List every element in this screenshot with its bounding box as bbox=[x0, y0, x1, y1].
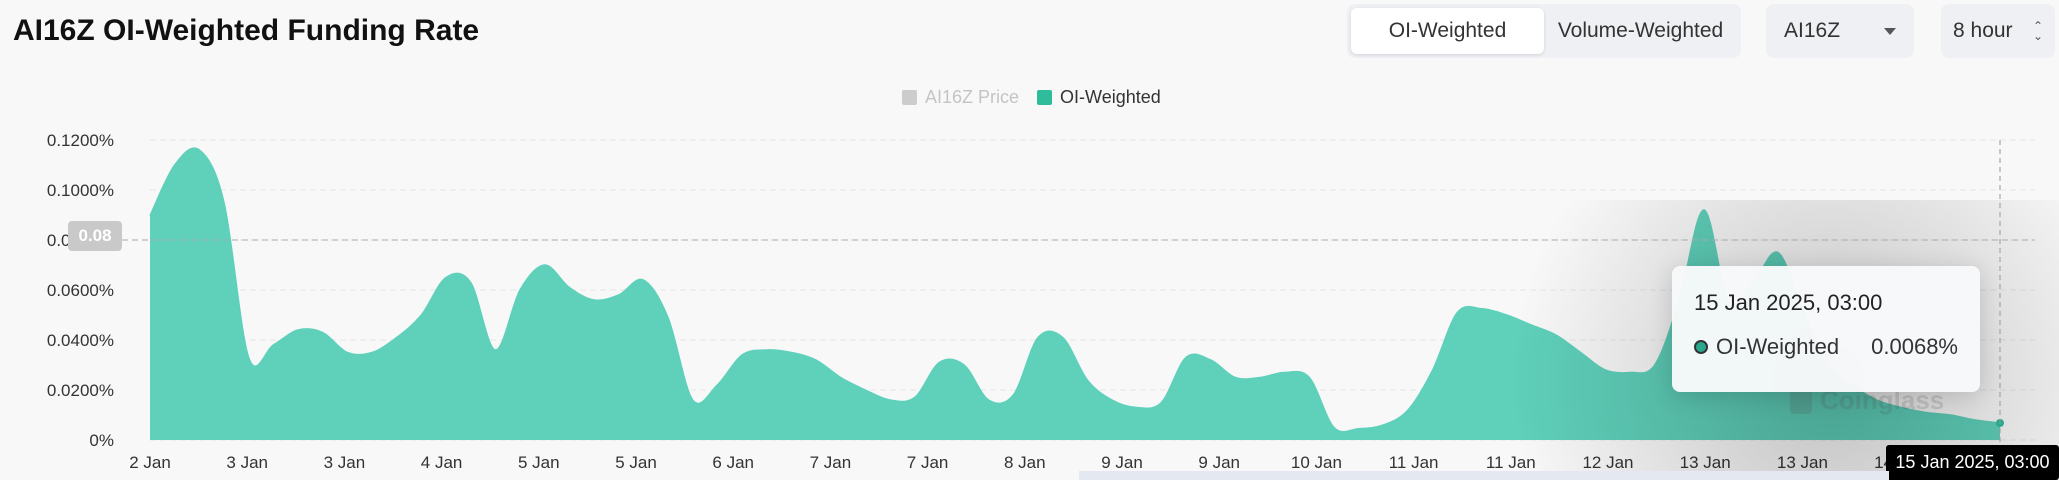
interval-select-value: 8 hour bbox=[1953, 19, 2013, 42]
x-tick-label: 5 Jan bbox=[518, 453, 560, 472]
legend-label-price: AI16Z Price bbox=[925, 87, 1020, 107]
legend-swatch-oi-weighted bbox=[1037, 90, 1053, 105]
page-title: AI16Z OI-Weighted Funding Rate bbox=[13, 14, 480, 47]
series-dot-icon bbox=[1694, 340, 1708, 354]
legend-swatch-price bbox=[902, 90, 917, 105]
tooltip-value: 0.0068% bbox=[1871, 334, 1958, 359]
updown-chevron-icon: ⌃ ⌄ bbox=[2032, 19, 2043, 43]
x-tick-label: 8 Jan bbox=[1004, 453, 1046, 472]
y-tick-label: 0% bbox=[89, 431, 114, 450]
range-scrollbar[interactable] bbox=[1079, 471, 1889, 480]
x-tick-label: 9 Jan bbox=[1198, 453, 1240, 472]
x-tick-label: 7 Jan bbox=[907, 453, 949, 472]
chevron-down-icon bbox=[1884, 27, 1896, 35]
x-tick-label: 13 Jan bbox=[1680, 453, 1731, 472]
tooltip-date: 15 Jan 2025, 03:00 bbox=[1694, 290, 1883, 315]
x-tick-label: 4 Jan bbox=[421, 453, 463, 472]
y-tick-label: 0.1000% bbox=[47, 181, 114, 200]
legend-item-price[interactable]: AI16Z Price bbox=[902, 87, 1019, 108]
tooltip-series: OI-Weighted bbox=[1716, 334, 1840, 359]
interval-select[interactable]: 8 hour ⌃ ⌄ bbox=[1941, 4, 2055, 58]
x-tick-label: 5 Jan bbox=[615, 453, 657, 472]
crosshair-x-label: 15 Jan 2025, 03:00 bbox=[1886, 445, 2059, 480]
y-tick-label: 0.0400% bbox=[47, 331, 114, 350]
y-tick-label: 0.0200% bbox=[47, 381, 114, 400]
volume-weighted-tab[interactable]: Volume-Weighted bbox=[1557, 19, 1724, 42]
x-tick-label: 13 Jan bbox=[1777, 453, 1828, 472]
oi-weighted-tab[interactable]: OI-Weighted bbox=[1351, 8, 1544, 54]
weighting-toggle: OI-Weighted Volume-Weighted bbox=[1347, 4, 1741, 58]
x-tick-label: 7 Jan bbox=[810, 453, 852, 472]
symbol-select-value: AI16Z bbox=[1784, 19, 1841, 42]
chart-tooltip: 15 Jan 2025, 03:00 OI-Weighted 0.0068% bbox=[1672, 266, 1980, 392]
x-tick-label: 11 Jan bbox=[1389, 453, 1439, 472]
y-tick-label: 0.0600% bbox=[47, 281, 114, 300]
x-tick-label: 3 Jan bbox=[226, 453, 268, 472]
x-tick-label: 3 Jan bbox=[324, 453, 366, 472]
symbol-select[interactable]: AI16Z bbox=[1766, 4, 1914, 58]
legend-label-oi-weighted: OI-Weighted bbox=[1060, 87, 1161, 107]
x-tick-label: 6 Jan bbox=[712, 453, 754, 472]
tooltip-row: OI-Weighted 0.0068% bbox=[1694, 334, 1958, 360]
chart-legend: AI16Z Price OI-Weighted bbox=[902, 87, 1161, 108]
y-tick-label: 0.1200% bbox=[47, 131, 114, 150]
x-tick-label: 10 Jan bbox=[1291, 453, 1342, 472]
x-tick-label: 2 Jan bbox=[129, 453, 171, 472]
x-tick-label: 11 Jan bbox=[1486, 453, 1536, 472]
x-tick-label: 9 Jan bbox=[1101, 453, 1143, 472]
legend-item-oi-weighted[interactable]: OI-Weighted bbox=[1037, 87, 1161, 108]
coinglass-logo-icon bbox=[1790, 387, 1812, 414]
x-tick-label: 12 Jan bbox=[1582, 453, 1633, 472]
crosshair-y-label: 0.08 bbox=[68, 221, 122, 251]
